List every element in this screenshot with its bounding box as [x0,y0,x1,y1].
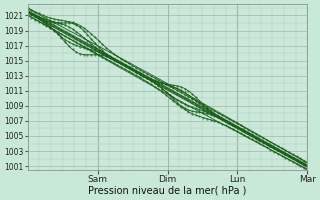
X-axis label: Pression niveau de la mer( hPa ): Pression niveau de la mer( hPa ) [88,186,247,196]
